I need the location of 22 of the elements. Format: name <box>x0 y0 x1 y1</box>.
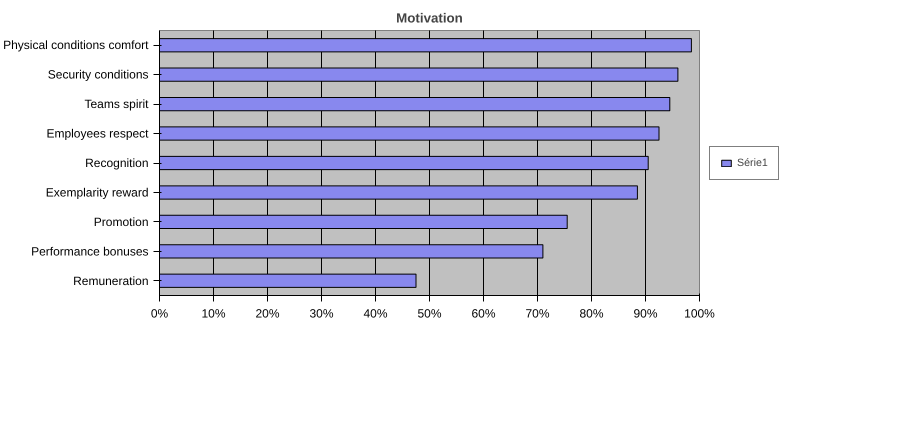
y-tick-label: Teams spirit <box>84 97 150 112</box>
y-tick-label: Physical conditions comfort <box>3 38 150 52</box>
legend-label: Série1 <box>737 156 768 168</box>
x-tick-label: 70% <box>525 306 550 320</box>
x-tick-label: 100% <box>684 306 716 320</box>
x-tick-label: 20% <box>255 306 280 320</box>
y-tick-label: Performance bonuses <box>31 244 149 258</box>
x-tick-label: 10% <box>201 306 226 320</box>
x-tick-label: 50% <box>417 306 442 320</box>
y-tick-label: Security conditions <box>48 68 148 82</box>
x-tick-label: 30% <box>309 306 334 320</box>
x-tick-label: 80% <box>579 306 604 320</box>
x-tick-label: 90% <box>633 306 658 320</box>
y-tick-label: Recognition <box>85 156 148 170</box>
x-tick-label: 40% <box>363 306 388 320</box>
y-tick-label: Remuneration <box>73 274 148 288</box>
y-tick-label: Employees respect <box>46 126 150 141</box>
y-tick-label: Promotion <box>94 214 149 229</box>
x-tick-label: 60% <box>471 306 496 320</box>
x-tick-label: 0% <box>150 306 168 320</box>
y-tick-label: Exemplarity reward <box>46 185 149 200</box>
chart-title: Motivation <box>396 10 463 26</box>
